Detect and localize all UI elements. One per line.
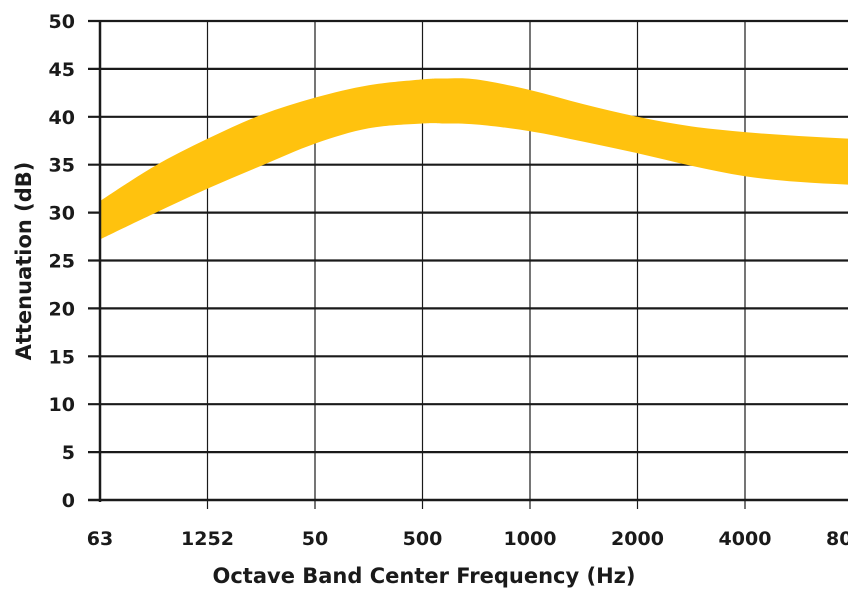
y-tick-label: 10 <box>49 394 75 416</box>
y-tick-label: 25 <box>49 251 75 273</box>
x-tick-label: 1000 <box>504 528 557 550</box>
x-tick-label: 1252 <box>181 528 234 550</box>
x-axis-label: Octave Band Center Frequency (Hz) <box>213 564 636 588</box>
y-tick-label: 45 <box>49 59 75 81</box>
y-axis-label: Attenuation (dB) <box>12 162 36 361</box>
x-tick-label: 63 <box>87 528 113 550</box>
attenuation-band <box>100 78 848 240</box>
y-tick-labels: 0 5 10 15 20 25 30 35 40 45 50 <box>49 11 75 512</box>
y-tick-label: 40 <box>49 107 75 129</box>
axes <box>88 21 848 502</box>
x-tick-labels: 63 1252 50 500 1000 2000 4000 8000 <box>87 528 848 550</box>
y-tick-label: 5 <box>62 442 75 464</box>
y-tick-label: 35 <box>49 155 75 177</box>
x-tick-label: 2000 <box>611 528 664 550</box>
y-tick-label: 20 <box>49 298 75 320</box>
y-tick-label: 50 <box>49 11 75 33</box>
x-tick-label: 50 <box>302 528 328 550</box>
x-tick-label: 8000 <box>826 528 848 550</box>
x-tick-label: 4000 <box>719 528 772 550</box>
x-tick-label: 500 <box>403 528 443 550</box>
y-tick-label: 15 <box>49 346 75 368</box>
y-tick-label: 0 <box>62 490 75 512</box>
y-tick-label: 30 <box>49 203 75 225</box>
